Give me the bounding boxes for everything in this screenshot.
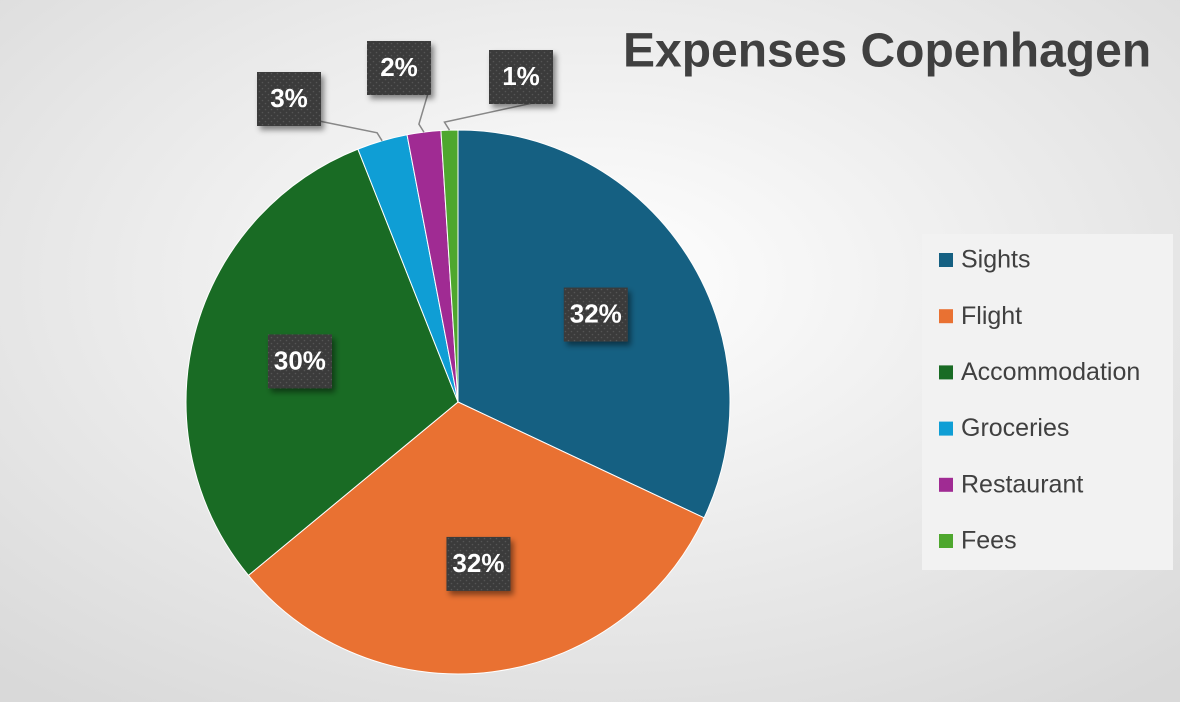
data-label-box — [446, 536, 511, 591]
data-label: 2% — [380, 52, 418, 82]
data-label-box — [563, 287, 628, 342]
data-label: 3% — [270, 83, 308, 113]
data-label-box — [257, 72, 321, 126]
legend-label: Groceries — [961, 414, 1069, 442]
leader-line — [318, 120, 383, 142]
legend-swatch — [939, 253, 953, 267]
data-label-box — [489, 50, 553, 104]
pie-slice — [440, 129, 459, 403]
legend-swatch — [939, 421, 953, 436]
legend-swatch — [939, 477, 953, 492]
legend-swatch — [939, 309, 953, 324]
chart-title: Expenses Copenhagen — [623, 25, 1151, 78]
legend-label: Accommodation — [961, 358, 1140, 386]
legend-label: Sights — [961, 246, 1030, 274]
leader-line — [418, 89, 430, 133]
legend-label: Fees — [961, 527, 1017, 555]
data-label: 32% — [452, 548, 504, 578]
legend-label: Flight — [961, 302, 1022, 330]
data-label-box — [267, 334, 332, 389]
legend-swatch — [939, 365, 953, 380]
data-label: 30% — [274, 345, 326, 375]
data-label: 1% — [502, 61, 540, 91]
legend-label: Restaurant — [961, 470, 1083, 498]
legend — [922, 234, 1173, 570]
legend-swatch — [939, 534, 953, 548]
data-label-box — [367, 41, 431, 95]
data-label: 32% — [570, 298, 622, 328]
leader-line — [443, 98, 552, 131]
